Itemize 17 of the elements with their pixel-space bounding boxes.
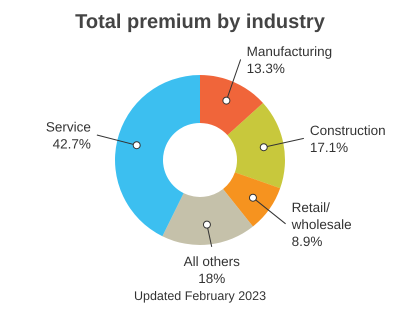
slice-label: Service bbox=[46, 119, 91, 134]
donut-slice bbox=[223, 172, 280, 227]
data-label: 17.1% bbox=[310, 140, 348, 155]
slice-label: Retail/wholesale bbox=[290, 200, 352, 232]
donut-slice bbox=[115, 75, 200, 236]
donut-slice bbox=[227, 102, 285, 188]
data-label: 18% bbox=[198, 270, 226, 286]
text: Updated February 2023 bbox=[134, 289, 266, 303]
slice-label: Construction bbox=[310, 122, 386, 138]
slice-label: All others bbox=[184, 254, 240, 269]
data-label: 13.3% bbox=[246, 60, 285, 76]
chart-title: Total premium by industry bbox=[75, 11, 326, 33]
slice-label: Manufacturing bbox=[246, 44, 332, 59]
data-label: 8.9% bbox=[292, 234, 322, 249]
donut-slice bbox=[162, 188, 253, 245]
data-label: 42.7% bbox=[52, 136, 91, 152]
donut-slice bbox=[200, 75, 264, 136]
